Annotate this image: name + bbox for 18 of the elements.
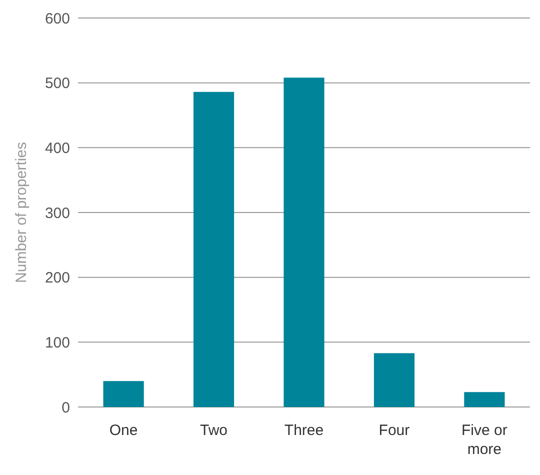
y-tick-label: 400: [44, 140, 70, 157]
bar: [193, 92, 234, 407]
y-tick-label: 600: [44, 10, 70, 28]
x-tick-label: Five or more: [462, 422, 508, 458]
y-tick-label: 100: [44, 334, 70, 352]
x-tick-label: Two: [200, 422, 228, 439]
bar: [103, 381, 144, 407]
bar: [284, 78, 324, 407]
bar: [464, 392, 505, 407]
y-tick-label: 300: [44, 204, 70, 222]
y-tick-label: 500: [44, 75, 70, 92]
x-tick-label: Four: [378, 422, 410, 439]
y-tick-label: 200: [44, 270, 70, 287]
bar: [374, 353, 415, 407]
y-axis-title: Number of properties: [13, 142, 30, 283]
y-tick-label: 0: [62, 399, 70, 416]
x-tick-label: Three: [284, 422, 324, 439]
x-tick-label: One: [109, 422, 138, 439]
